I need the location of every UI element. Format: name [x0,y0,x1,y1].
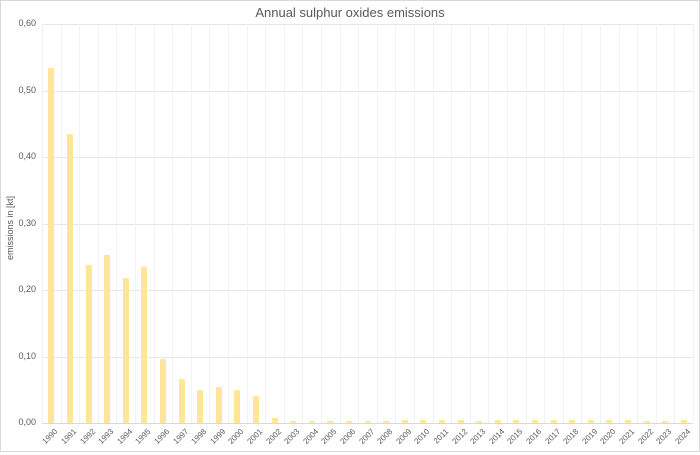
bar-2000 [234,389,241,423]
bar-2022 [643,421,650,423]
v-gridline [562,24,564,423]
y-tick-label: 0,20 [18,284,36,294]
plot-area [42,24,694,424]
bar-2003 [290,421,297,423]
bar-2010 [420,420,427,423]
bar-1997 [178,379,185,423]
v-gridline [451,24,453,423]
bar-2019 [587,420,594,423]
h-gridline [42,157,693,158]
y-tick-label: 0,30 [18,217,36,228]
v-gridline [432,24,434,423]
y-tick-label: 0,50 [18,84,36,95]
bar-2013 [476,421,483,423]
bar-2017 [550,420,557,423]
bar-2005 [327,421,334,423]
y-tick-label: 0,00 [18,417,36,427]
bar-2001 [252,396,259,423]
bar-2011 [438,420,445,423]
v-gridline [302,24,304,423]
v-gridline [600,24,601,423]
v-gridline [283,24,285,423]
bar-1992 [85,265,92,423]
v-gridline [79,24,81,423]
v-gridline [358,24,360,423]
v-gridline [97,24,99,423]
v-gridline [60,24,62,423]
h-gridline [42,223,693,225]
v-gridline [190,24,192,423]
v-gridline [209,24,211,423]
h-gridline [42,290,693,291]
v-gridline [655,24,657,423]
bar-1998 [197,390,204,423]
h-gridline [42,90,693,92]
v-gridline [544,24,546,423]
v-gridline [172,24,174,423]
bar-1995 [141,266,148,423]
v-gridline [153,24,155,423]
v-gridline [488,24,490,423]
v-gridline [507,24,508,423]
bar-1990 [48,67,55,423]
y-tick-label: 0,60 [18,18,36,28]
v-gridline [228,24,229,423]
v-gridline [693,24,694,423]
v-gridline [674,24,676,423]
v-gridline [246,24,248,423]
bar-2016 [531,420,538,423]
bar-2012 [457,420,464,423]
v-gridline [414,24,415,423]
bar-1993 [104,254,111,423]
bar-2024 [680,420,687,423]
bar-2023 [662,421,669,423]
v-gridline [395,24,397,423]
v-gridline [321,24,322,423]
v-gridline [42,24,43,423]
bar-2007 [364,421,371,423]
bar-2004 [308,421,315,423]
v-gridline [376,24,378,423]
v-gridline [339,24,341,423]
y-axis-label: emissions in [kt] [5,195,15,261]
v-gridline [469,24,471,423]
bar-2018 [569,420,576,423]
bar-2006 [345,421,352,423]
bar-1994 [122,278,129,423]
y-tick-label: 0,10 [18,350,36,361]
bar-2008 [383,421,390,423]
v-gridline [116,24,118,423]
h-gridline [42,24,693,25]
h-gridline [42,356,693,358]
bar-2020 [606,420,613,423]
v-gridline [525,24,527,423]
v-gridline [265,24,267,423]
bar-1996 [159,359,166,423]
x-axis-line [42,423,693,424]
bar-2015 [513,420,520,423]
v-gridline [135,24,136,423]
bar-2002 [271,417,278,423]
bar-2021 [624,420,631,423]
bar-1999 [215,387,222,423]
bar-1991 [66,133,73,423]
bar-2009 [401,420,408,423]
chart-title: Annual sulphur oxides emissions [255,5,445,20]
y-tick-label: 0,40 [18,151,36,161]
v-gridline [581,24,583,423]
v-gridline [618,24,620,423]
v-gridline [637,24,639,423]
bar-2014 [494,420,501,423]
